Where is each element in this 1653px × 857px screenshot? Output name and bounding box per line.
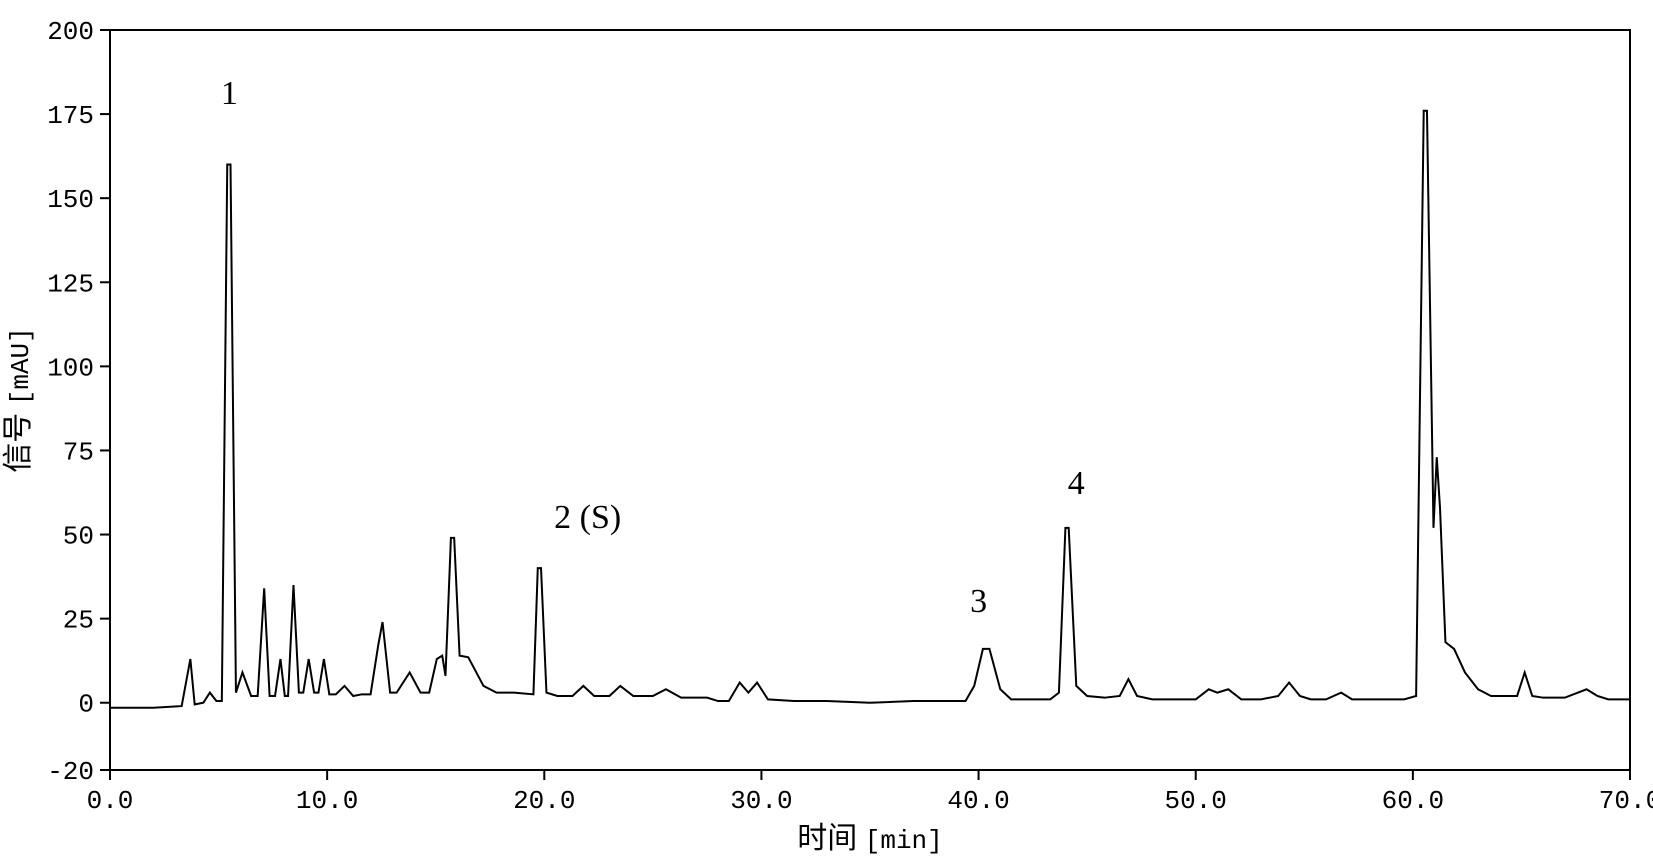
x-axis-title: 时间 [min] xyxy=(797,822,943,856)
x-tick-label: 70.0 xyxy=(1599,786,1653,816)
y-axis-label: 信号 [mAU] xyxy=(2,327,36,473)
chromatogram-trace xyxy=(110,111,1630,708)
y-tick-label: 175 xyxy=(47,101,94,131)
y-axis-title: 信号 [mAU] xyxy=(2,327,36,473)
y-ticks: -20 0 25 50 75 100 125 150 175 200 xyxy=(47,17,110,787)
y-tick-label: 50 xyxy=(63,522,94,552)
peak-label: 3 xyxy=(970,583,987,620)
x-tick-label: 30.0 xyxy=(730,786,792,816)
y-tick-label: 100 xyxy=(47,353,94,383)
y-tick-label: 200 xyxy=(47,17,94,47)
y-tick-label: 0 xyxy=(78,690,94,720)
x-tick-label: 50.0 xyxy=(1165,786,1227,816)
x-axis-label: 时间 [min] xyxy=(797,822,943,856)
x-tick-label: 60.0 xyxy=(1382,786,1444,816)
y-tick-label: 150 xyxy=(47,185,94,215)
plot-box xyxy=(110,30,1630,770)
x-tick-label: 20.0 xyxy=(513,786,575,816)
x-ticks: 0.0 10.0 20.0 30.0 40.0 50.0 60.0 70.0 xyxy=(87,770,1653,816)
peak-label: 1 xyxy=(221,75,238,112)
x-tick-label: 40.0 xyxy=(947,786,1009,816)
y-tick-label: 125 xyxy=(47,269,94,299)
x-tick-label: 10.0 xyxy=(296,786,358,816)
x-tick-label: 0.0 xyxy=(87,786,134,816)
y-tick-label: 25 xyxy=(63,606,94,636)
chromatogram-chart: 0.0 10.0 20.0 30.0 40.0 50.0 60.0 70.0 -20 0 25 50… xyxy=(0,0,1653,857)
y-tick-label: 75 xyxy=(63,437,94,467)
y-tick-label: -20 xyxy=(47,757,94,787)
peak-label: 4 xyxy=(1068,465,1085,502)
chart-svg: 0.0 10.0 20.0 30.0 40.0 50.0 60.0 70.0 -20 0 25 50… xyxy=(0,0,1653,857)
peak-label: 2 (S) xyxy=(554,499,621,536)
peak-annotations: 1 2 (S) 3 4 xyxy=(221,75,1085,620)
